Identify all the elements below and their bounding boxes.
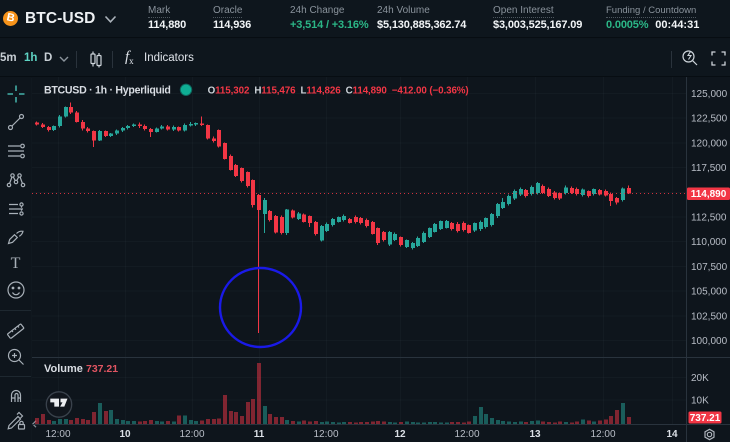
svg-text:120,000: 120,000 [691, 138, 728, 149]
svg-text:100,000: 100,000 [691, 336, 728, 347]
svg-text:12:00: 12:00 [45, 429, 70, 440]
svg-text:12:00: 12:00 [179, 429, 204, 440]
svg-text:10: 10 [119, 429, 131, 440]
svg-text:117,500: 117,500 [691, 163, 727, 174]
svg-text:BTCUSD · 1h · Hyperliquid: BTCUSD · 1h · Hyperliquid [44, 85, 171, 97]
svg-text:110,000: 110,000 [691, 237, 727, 248]
svg-text:13: 13 [529, 429, 541, 440]
svg-text:10K: 10K [691, 396, 709, 407]
svg-text:102,500: 102,500 [691, 311, 728, 322]
svg-text:11: 11 [254, 429, 265, 440]
svg-text:107,500: 107,500 [691, 262, 728, 273]
svg-text:20K: 20K [691, 373, 709, 384]
svg-text:112,500: 112,500 [691, 213, 727, 224]
svg-text:12:00: 12:00 [454, 429, 479, 440]
svg-text:14: 14 [666, 429, 678, 440]
svg-text:737.21: 737.21 [86, 363, 118, 375]
svg-text:114,890: 114,890 [691, 189, 727, 200]
svg-text:12:00: 12:00 [313, 429, 338, 440]
svg-text:122,500: 122,500 [691, 114, 728, 125]
svg-text:Volume: Volume [44, 363, 83, 375]
svg-text:12: 12 [394, 429, 406, 440]
svg-text:737.21: 737.21 [690, 413, 721, 424]
svg-text:12:00: 12:00 [590, 429, 615, 440]
svg-text:105,000: 105,000 [691, 287, 728, 298]
svg-text:125,000: 125,000 [691, 89, 728, 100]
